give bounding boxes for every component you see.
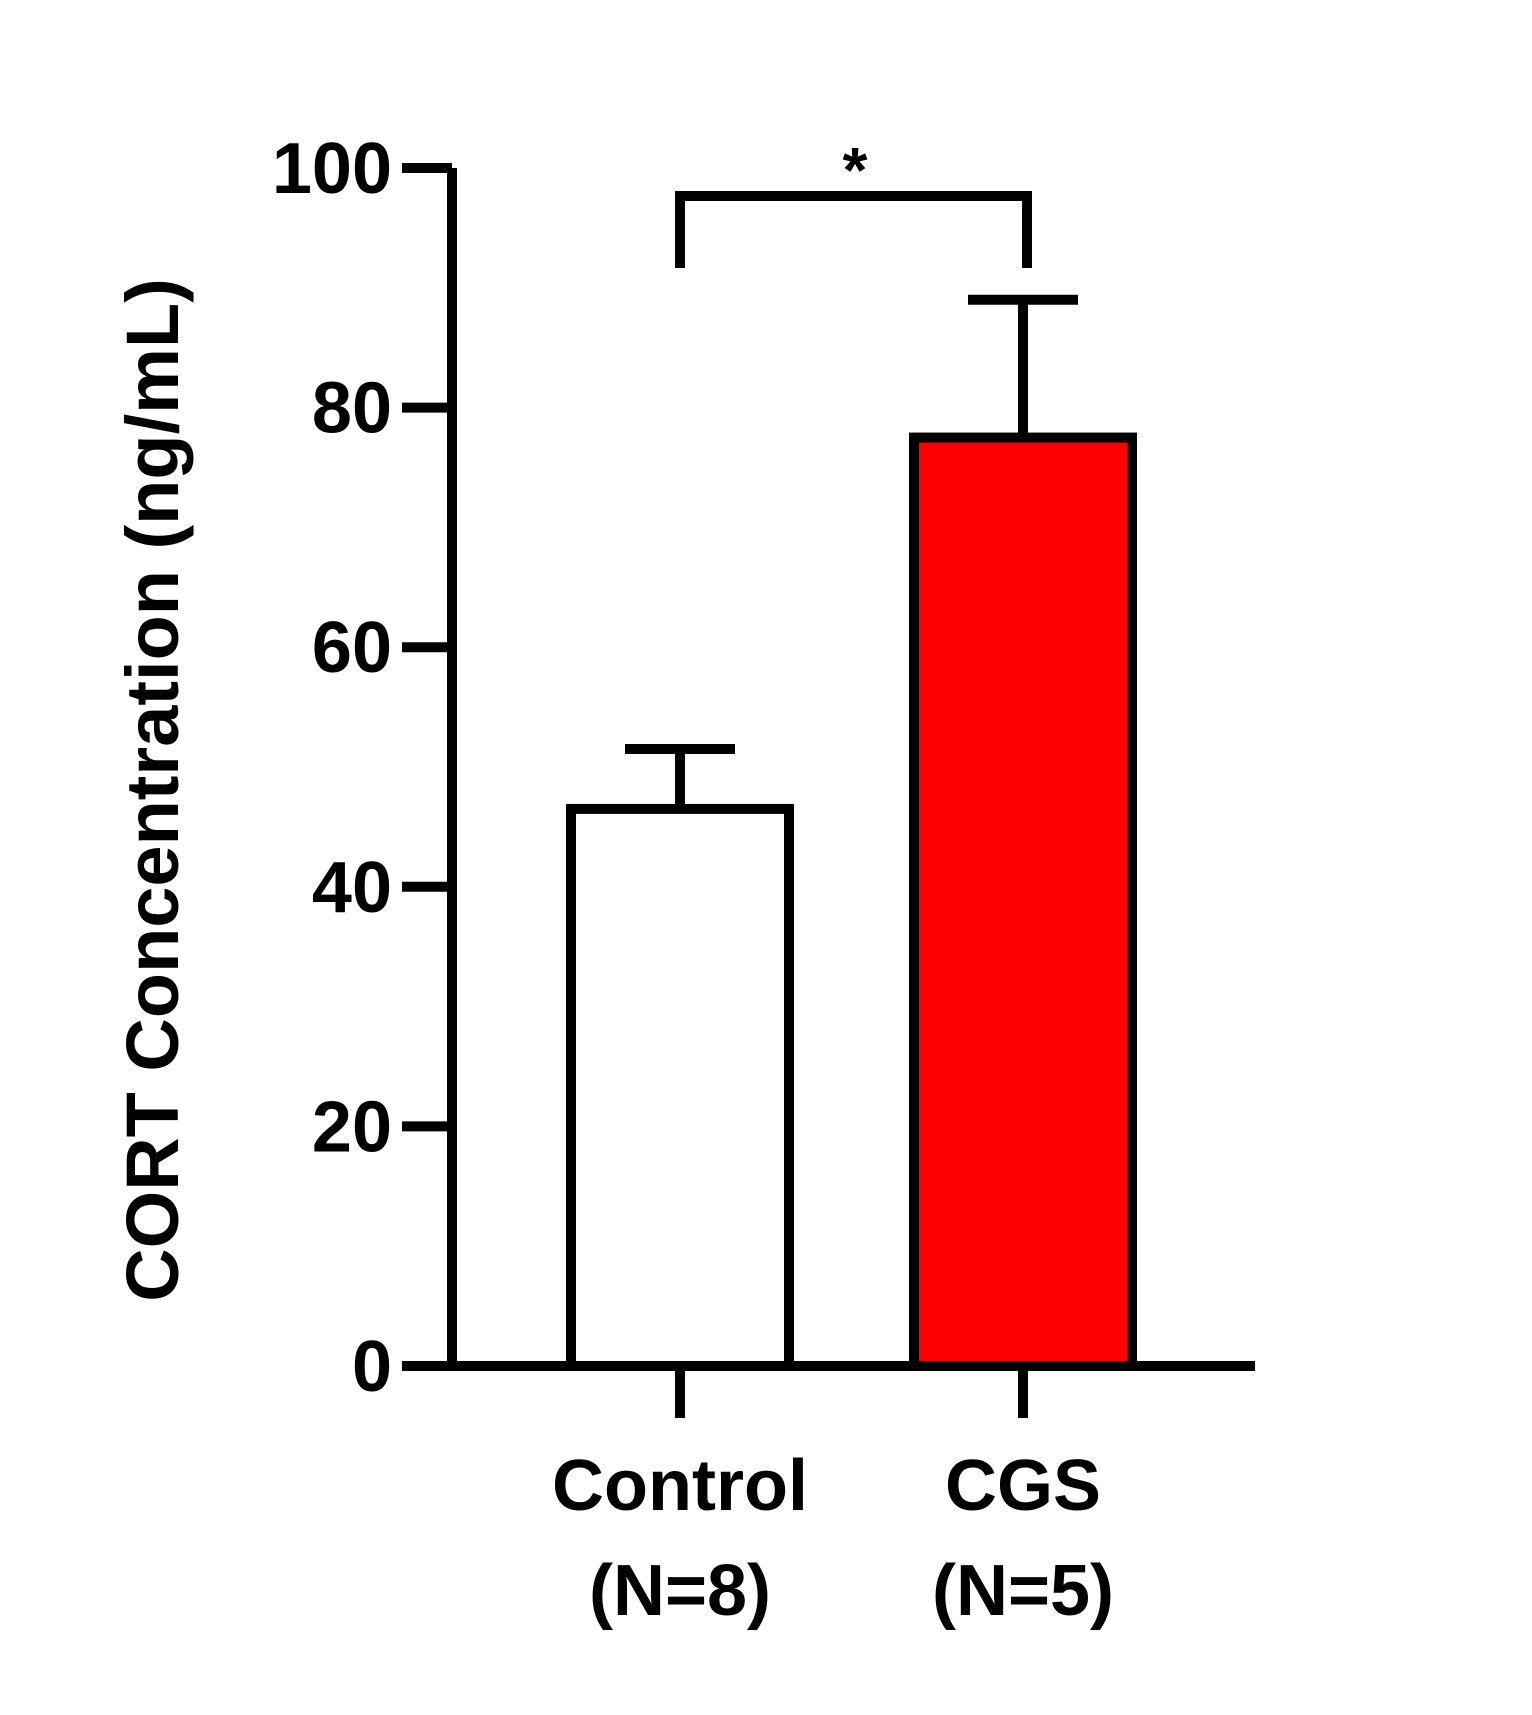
bars-layer — [566, 432, 1137, 1371]
y-tick-label: 0 — [352, 1327, 392, 1407]
error-bars-layer — [625, 294, 1078, 809]
y-tick-label: 80 — [312, 369, 392, 449]
significance-bracket — [675, 191, 1032, 268]
bar-control — [566, 803, 794, 1371]
y-axis-title: CORT Concentration (ng/mL) — [111, 278, 194, 1302]
y-tick-label: 40 — [312, 848, 392, 928]
y-tick-label: 60 — [312, 608, 392, 688]
x-categories-layer: Control (N=8) CGS (N=5) — [552, 1366, 1114, 1631]
significance-star: * — [843, 134, 868, 206]
x-category-n-label: (N=5) — [932, 1551, 1114, 1631]
x-category-label: Control — [552, 1446, 808, 1526]
y-ticks-layer: 0 20 40 60 80 100 — [272, 129, 452, 1407]
y-tick-label: 100 — [272, 129, 392, 209]
bar-cgs — [909, 432, 1137, 1371]
significance-layer: * — [675, 134, 1032, 268]
y-tick-label: 20 — [312, 1087, 392, 1167]
x-category-label: CGS — [945, 1446, 1101, 1526]
x-category-n-label: (N=8) — [589, 1551, 771, 1631]
axes-layer — [402, 168, 1255, 1371]
